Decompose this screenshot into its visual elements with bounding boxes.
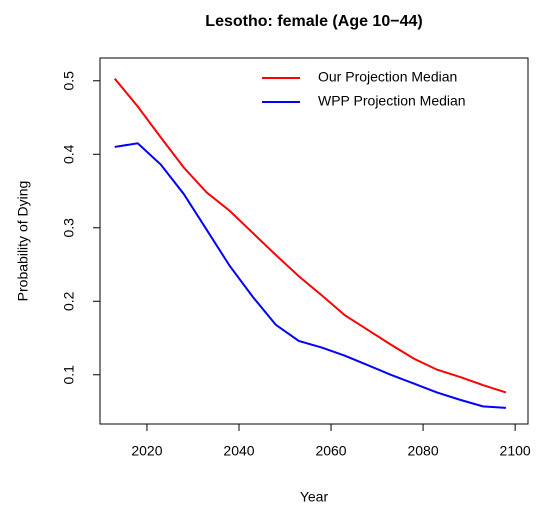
x-axis-label: Year [300, 489, 329, 505]
series-line [113, 77, 507, 394]
x-tick-label: 2020 [131, 443, 162, 459]
y-axis-label: Probability of Dying [15, 181, 31, 302]
y-tick-label: 0.1 [61, 365, 77, 385]
x-tick-label: 2060 [315, 443, 346, 459]
series-line [114, 142, 506, 409]
y-tick-label: 0.2 [61, 291, 77, 311]
legend-label: WPP Projection Median [318, 93, 466, 109]
legend-label: Our Projection Median [318, 69, 457, 85]
y-tick-label: 0.5 [61, 71, 77, 91]
x-tick-label: 2100 [500, 443, 531, 459]
chart-title: Lesotho: female (Age 10−44) [205, 13, 422, 30]
y-tick-label: 0.3 [61, 218, 77, 238]
plot-frame [99, 57, 529, 425]
x-tick-label: 2080 [407, 443, 438, 459]
y-tick-label: 0.4 [61, 144, 77, 164]
x-tick-label: 2040 [223, 443, 254, 459]
